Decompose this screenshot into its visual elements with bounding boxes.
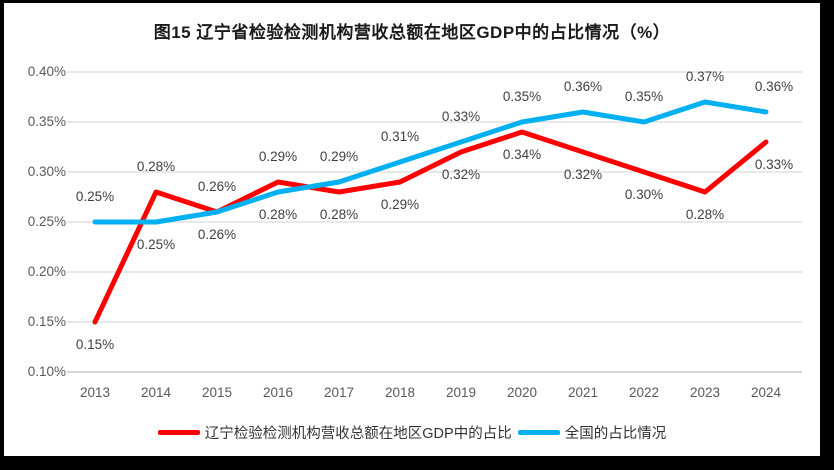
national-share-data-label: 0.31%: [380, 129, 420, 144]
liaoning-gdp-share-data-label: 0.30%: [624, 187, 664, 202]
national-share-data-label: 0.36%: [563, 79, 603, 94]
national-share-data-label: 0.35%: [502, 89, 542, 104]
y-axis-tick-label: 0.40%: [27, 64, 66, 79]
x-axis-year-label: 2015: [201, 385, 233, 400]
liaoning-gdp-share-data-label: 0.15%: [75, 337, 115, 352]
liaoning-gdp-share-data-label: 0.26%: [197, 179, 237, 194]
liaoning-gdp-share-line: [92, 129, 769, 325]
y-axis-tick-label: 0.20%: [27, 264, 66, 279]
national-share-data-label: 0.26%: [197, 227, 237, 242]
liaoning-gdp-share-data-label: 0.32%: [563, 167, 603, 182]
national-share-data-label: 0.37%: [685, 69, 725, 84]
chart-area: 图15 辽宁省检验检测机构营收总额在地区GDP中的占比情况（%） 0.40% 0.…: [4, 3, 820, 456]
x-axis-year-label: 2020: [506, 385, 538, 400]
national-share-data-label: 0.35%: [624, 89, 664, 104]
legend-item-national-share: 全国的占比情况: [517, 422, 667, 443]
chart-title: 图15 辽宁省检验检测机构营收总额在地区GDP中的占比情况（%）: [153, 23, 671, 42]
liaoning-gdp-share-data-label: 0.29%: [380, 197, 420, 212]
x-axis-year-label: 2022: [628, 385, 660, 400]
legend-label: 辽宁检验检测机构营收总额在地区GDP中的占比: [204, 425, 512, 442]
y-axis-tick-label: 0.10%: [27, 364, 66, 379]
x-axis-year-label: 2016: [262, 385, 294, 400]
x-axis-year-label: 2023: [689, 385, 721, 400]
national-share-data-label: 0.36%: [754, 79, 794, 94]
legend: 辽宁检验检测机构营收总额在地区GDP中的占比 全国的占比情况: [4, 422, 820, 442]
y-axis-tick-label: 0.30%: [27, 164, 66, 179]
liaoning-gdp-share-data-label: 0.28%: [319, 207, 359, 222]
liaoning-gdp-share-data-label: 0.33%: [754, 157, 794, 172]
national-share-data-label: 0.25%: [136, 237, 176, 252]
legend-label: 全国的占比情况: [564, 425, 667, 442]
national-share-data-label: 0.28%: [258, 207, 298, 222]
x-axis-year-label: 2018: [384, 385, 416, 400]
y-axis-tick-label: 0.35%: [27, 114, 66, 129]
national-share-line: [92, 99, 769, 225]
x-axis-year-label: 2019: [445, 385, 477, 400]
national-share-data-label: 0.25%: [75, 189, 115, 204]
legend-line-swatch: [517, 429, 560, 435]
x-axis-year-label: 2017: [323, 385, 355, 400]
liaoning-gdp-share-data-label: 0.32%: [441, 167, 481, 182]
y-axis-tick-label: 0.25%: [27, 214, 66, 229]
national-share-data-label: 0.33%: [441, 109, 481, 124]
national-share-data-label: 0.29%: [319, 149, 359, 164]
liaoning-gdp-share-data-label: 0.28%: [136, 159, 176, 174]
legend-line-swatch: [157, 429, 200, 435]
x-axis-year-label: 2013: [79, 385, 111, 400]
x-axis-year-label: 2024: [750, 385, 782, 400]
x-axis-year-label: 2021: [567, 385, 599, 400]
liaoning-gdp-share-data-label: 0.28%: [685, 207, 725, 222]
liaoning-gdp-share-data-label: 0.29%: [258, 149, 298, 164]
plot-canvas: [67, 71, 802, 373]
x-axis-year-label: 2014: [140, 385, 172, 400]
y-axis-tick-label: 0.15%: [27, 314, 66, 329]
legend-item-liaoning-gdp-share: 辽宁检验检测机构营收总额在地区GDP中的占比: [157, 422, 512, 443]
liaoning-gdp-share-data-label: 0.34%: [502, 147, 542, 162]
